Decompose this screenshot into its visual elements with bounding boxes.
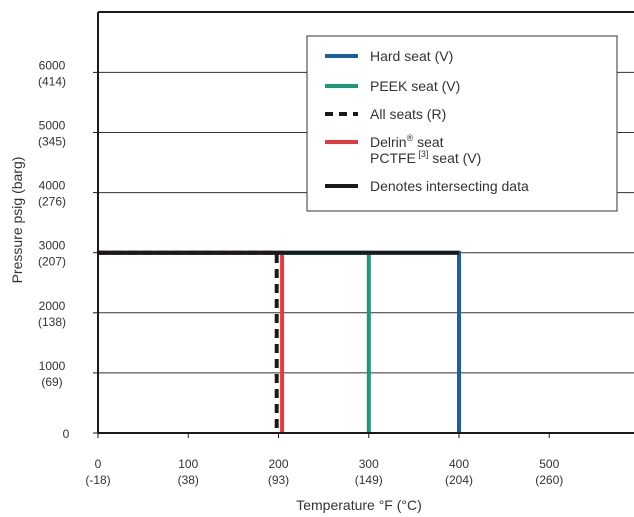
y-tick-label-4: 4000: [39, 179, 66, 193]
y-tick-labels: 0 1000 (69) 2000 (138) 3000 (207) 4000 (276) 5000…: [38, 58, 98, 441]
x-tick-label-1: 100: [178, 457, 198, 471]
x-tick-labels: 0 (-18) 100 (38) 200 (93) 300 (149) 400 (204) 500 (…: [85, 433, 563, 487]
y-tick-label-0: 0: [63, 427, 70, 441]
y-axis-label: Pressure psig (barg): [9, 157, 25, 284]
x-tick-label-2: 200: [268, 457, 288, 471]
y-tick-label-6: 6000: [39, 58, 66, 72]
y-tick-label-2: 2000: [39, 299, 66, 313]
series-lines: [98, 250, 461, 433]
x-tick-label-3: 300: [359, 457, 379, 471]
axes: [97, 11, 634, 434]
y-tick-label-5: 5000: [39, 119, 66, 133]
x-tick-sublabel-3: (149): [355, 473, 383, 487]
series-line-1: [98, 250, 371, 433]
x-tick-label-0: 0: [95, 457, 102, 471]
y-tick-sublabel-3: (207): [38, 255, 66, 269]
legend-label-1: PEEK seat (V): [370, 78, 460, 94]
y-tick-label-1: 1000: [39, 359, 66, 373]
y-tick-label-3: 3000: [39, 239, 66, 253]
x-tick-sublabel-1: (38): [178, 473, 199, 487]
y-tick-sublabel-6: (414): [38, 74, 66, 88]
legend-label-4: Denotes intersecting data: [370, 178, 529, 194]
legend: Hard seat (V) PEEK seat (V) All seats (R) D…: [306, 35, 618, 212]
legend-label-3: Delrin® seat: [370, 133, 444, 150]
legend-label-0: Hard seat (V): [370, 48, 453, 64]
y-tick-sublabel-1: (69): [41, 375, 62, 389]
y-tick-sublabel-2: (138): [38, 315, 66, 329]
x-tick-sublabel-4: (204): [445, 473, 473, 487]
y-tick-sublabel-5: (345): [38, 135, 66, 149]
y-tick-sublabel-4: (276): [38, 195, 66, 209]
legend-label-2: All seats (R): [370, 106, 446, 122]
x-tick-label-4: 400: [449, 457, 469, 471]
x-tick-sublabel-0: (-18): [85, 473, 110, 487]
x-tick-sublabel-5: (260): [535, 473, 563, 487]
x-axis-label: Temperature °F (°C): [296, 497, 422, 513]
legend-box: [306, 35, 618, 212]
x-tick-label-5: 500: [539, 457, 559, 471]
x-tick-sublabel-2: (93): [268, 473, 289, 487]
series-line-2: [98, 250, 285, 433]
legend-label-3-line2: PCTFE [3] seat (V): [370, 149, 481, 166]
series-line-3: [98, 250, 279, 433]
